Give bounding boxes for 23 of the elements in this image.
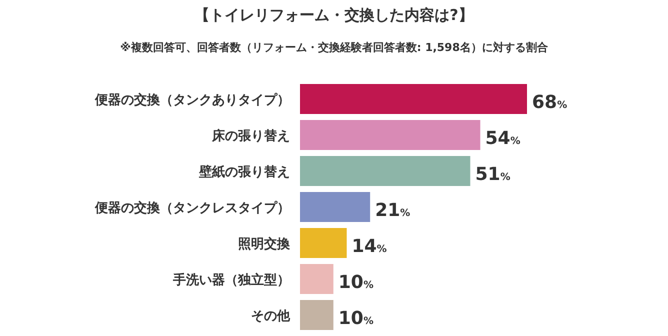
bar xyxy=(300,84,527,114)
bar xyxy=(300,264,334,294)
bar xyxy=(300,228,347,258)
y-tick-label: 壁紙の張り替え xyxy=(198,164,290,180)
data-label: 10% xyxy=(338,308,374,329)
y-tick-label: その他 xyxy=(251,309,291,324)
data-label: 10% xyxy=(338,272,374,293)
y-tick-label: 便器の交換（タンクレスタイプ） xyxy=(94,200,290,216)
data-label: 54% xyxy=(485,128,520,149)
bar xyxy=(300,156,470,186)
bar xyxy=(300,192,370,222)
data-label: 21% xyxy=(375,200,410,221)
y-tick-label: 床の張り替え xyxy=(211,128,290,144)
data-label: 68% xyxy=(532,92,568,113)
data-label: 51% xyxy=(475,164,510,185)
chart-subtitle: ※複数回答可、回答者数（リフォーム・交換経験者回答者数: 1,598名）に対する割合 xyxy=(120,41,549,54)
chart-title: 【トイレリフォーム・交換した内容は?】 xyxy=(194,6,474,24)
bar xyxy=(300,300,334,330)
bar xyxy=(300,120,480,150)
data-label: 14% xyxy=(352,236,387,257)
y-tick-label: 便器の交換（タンクありタイプ） xyxy=(94,92,290,108)
y-tick-label: 手洗い器（独立型） xyxy=(172,272,290,288)
y-tick-label: 照明交換 xyxy=(238,236,291,252)
